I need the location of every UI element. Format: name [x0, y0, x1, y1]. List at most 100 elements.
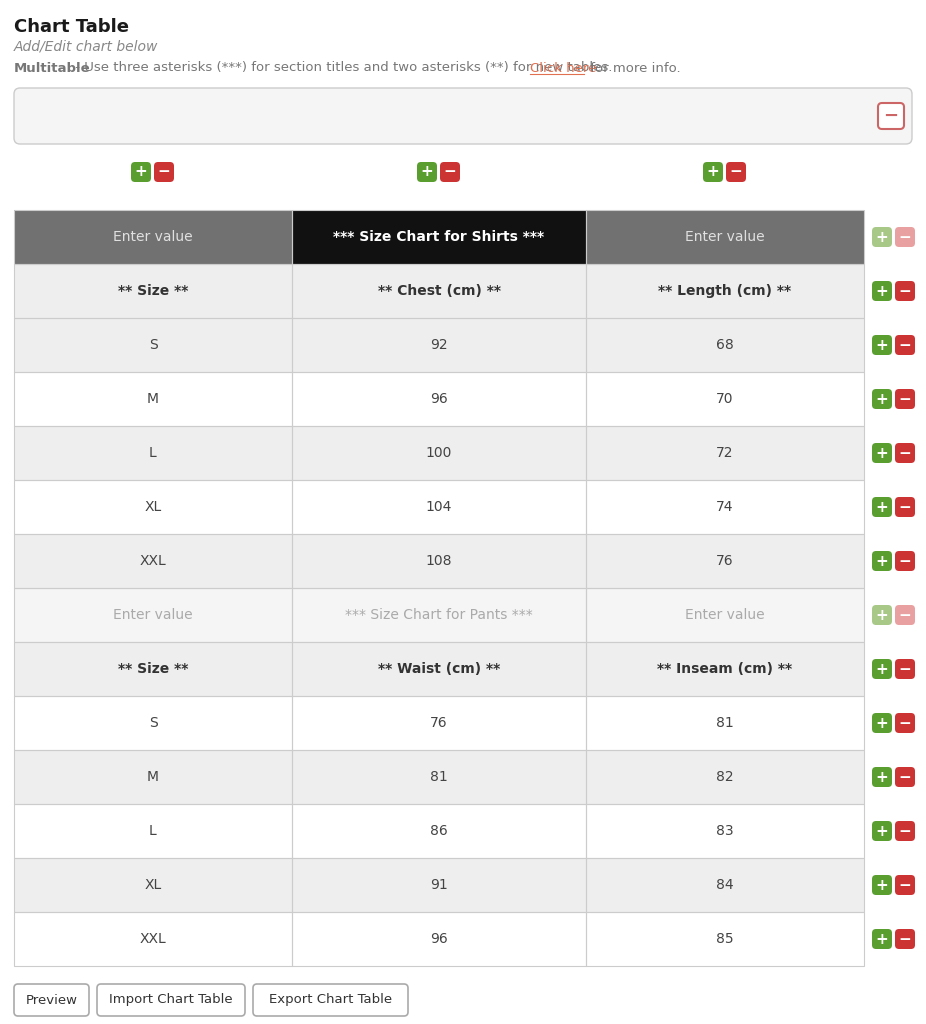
Text: *** Size Chart for Pants ***: *** Size Chart for Pants ***: [345, 608, 532, 622]
FancyBboxPatch shape: [895, 281, 915, 301]
FancyBboxPatch shape: [895, 767, 915, 787]
Text: Export Chart Table: Export Chart Table: [269, 993, 392, 1007]
FancyBboxPatch shape: [131, 162, 151, 182]
Bar: [14, 696, 292, 750]
Bar: [14, 912, 292, 966]
Bar: [292, 858, 586, 912]
Bar: [14, 696, 292, 750]
Text: −: −: [730, 165, 743, 179]
Bar: [292, 804, 586, 858]
Bar: [586, 588, 864, 642]
FancyBboxPatch shape: [97, 984, 245, 1016]
FancyBboxPatch shape: [895, 713, 915, 733]
FancyBboxPatch shape: [895, 821, 915, 841]
Text: +: +: [876, 284, 888, 299]
Text: 74: 74: [716, 500, 733, 514]
Bar: [14, 588, 292, 642]
Bar: [292, 804, 586, 858]
Bar: [292, 210, 586, 264]
FancyBboxPatch shape: [895, 659, 915, 679]
FancyBboxPatch shape: [703, 162, 723, 182]
Bar: [14, 426, 292, 480]
Text: 104: 104: [426, 500, 452, 514]
Text: +: +: [876, 391, 888, 407]
Text: Enter value: Enter value: [685, 608, 765, 622]
Bar: [586, 480, 864, 534]
Bar: [292, 912, 586, 966]
Bar: [14, 264, 292, 318]
Text: 76: 76: [431, 716, 448, 730]
Bar: [292, 858, 586, 912]
Text: Enter value: Enter value: [685, 230, 765, 244]
Bar: [292, 372, 586, 426]
Text: +: +: [876, 878, 888, 893]
Bar: [14, 534, 292, 588]
Text: −: −: [898, 338, 911, 352]
Text: L: L: [149, 446, 156, 460]
Bar: [14, 858, 292, 912]
Text: 76: 76: [716, 554, 733, 568]
Bar: [14, 480, 292, 534]
Bar: [586, 210, 864, 264]
Bar: [586, 588, 864, 642]
Bar: [292, 696, 586, 750]
FancyBboxPatch shape: [895, 227, 915, 247]
Bar: [292, 534, 586, 588]
Bar: [292, 750, 586, 804]
FancyBboxPatch shape: [417, 162, 437, 182]
Bar: [292, 372, 586, 426]
Bar: [14, 750, 292, 804]
Bar: [14, 804, 292, 858]
Bar: [586, 426, 864, 480]
Text: −: −: [898, 445, 911, 461]
Bar: [586, 696, 864, 750]
Bar: [586, 372, 864, 426]
Bar: [292, 696, 586, 750]
Bar: [292, 750, 586, 804]
Text: −: −: [898, 229, 911, 245]
Text: M: M: [147, 770, 159, 784]
Text: +: +: [707, 165, 720, 179]
Text: Enter value: Enter value: [113, 608, 193, 622]
FancyBboxPatch shape: [872, 821, 892, 841]
FancyBboxPatch shape: [440, 162, 460, 182]
Text: M: M: [147, 392, 159, 406]
Text: +: +: [134, 165, 147, 179]
Text: 81: 81: [716, 716, 734, 730]
Bar: [292, 426, 586, 480]
Bar: [14, 480, 292, 534]
Text: −: −: [898, 284, 911, 299]
Text: 85: 85: [716, 932, 733, 946]
FancyBboxPatch shape: [872, 281, 892, 301]
Bar: [292, 264, 586, 318]
FancyBboxPatch shape: [895, 929, 915, 949]
Bar: [14, 588, 292, 642]
FancyBboxPatch shape: [895, 605, 915, 625]
Text: 91: 91: [430, 878, 448, 892]
Text: +: +: [876, 500, 888, 514]
Text: −: −: [898, 932, 911, 946]
Text: +: +: [876, 338, 888, 352]
Bar: [14, 534, 292, 588]
Text: Enter value: Enter value: [113, 230, 193, 244]
Text: ** Length (cm) **: ** Length (cm) **: [658, 284, 792, 298]
Text: XL: XL: [144, 500, 162, 514]
Text: 70: 70: [716, 392, 733, 406]
Bar: [586, 480, 864, 534]
Text: 86: 86: [430, 824, 448, 838]
Text: ** Size **: ** Size **: [118, 662, 188, 676]
Text: −: −: [898, 554, 911, 568]
Text: Add/Edit chart below: Add/Edit chart below: [14, 40, 158, 54]
FancyBboxPatch shape: [872, 443, 892, 463]
Bar: [586, 534, 864, 588]
FancyBboxPatch shape: [895, 443, 915, 463]
Bar: [292, 642, 586, 696]
Bar: [292, 318, 586, 372]
Bar: [14, 642, 292, 696]
Text: 92: 92: [431, 338, 448, 352]
Text: +: +: [876, 769, 888, 784]
Text: L: L: [149, 824, 156, 838]
Bar: [586, 912, 864, 966]
Bar: [292, 588, 586, 642]
Bar: [586, 534, 864, 588]
